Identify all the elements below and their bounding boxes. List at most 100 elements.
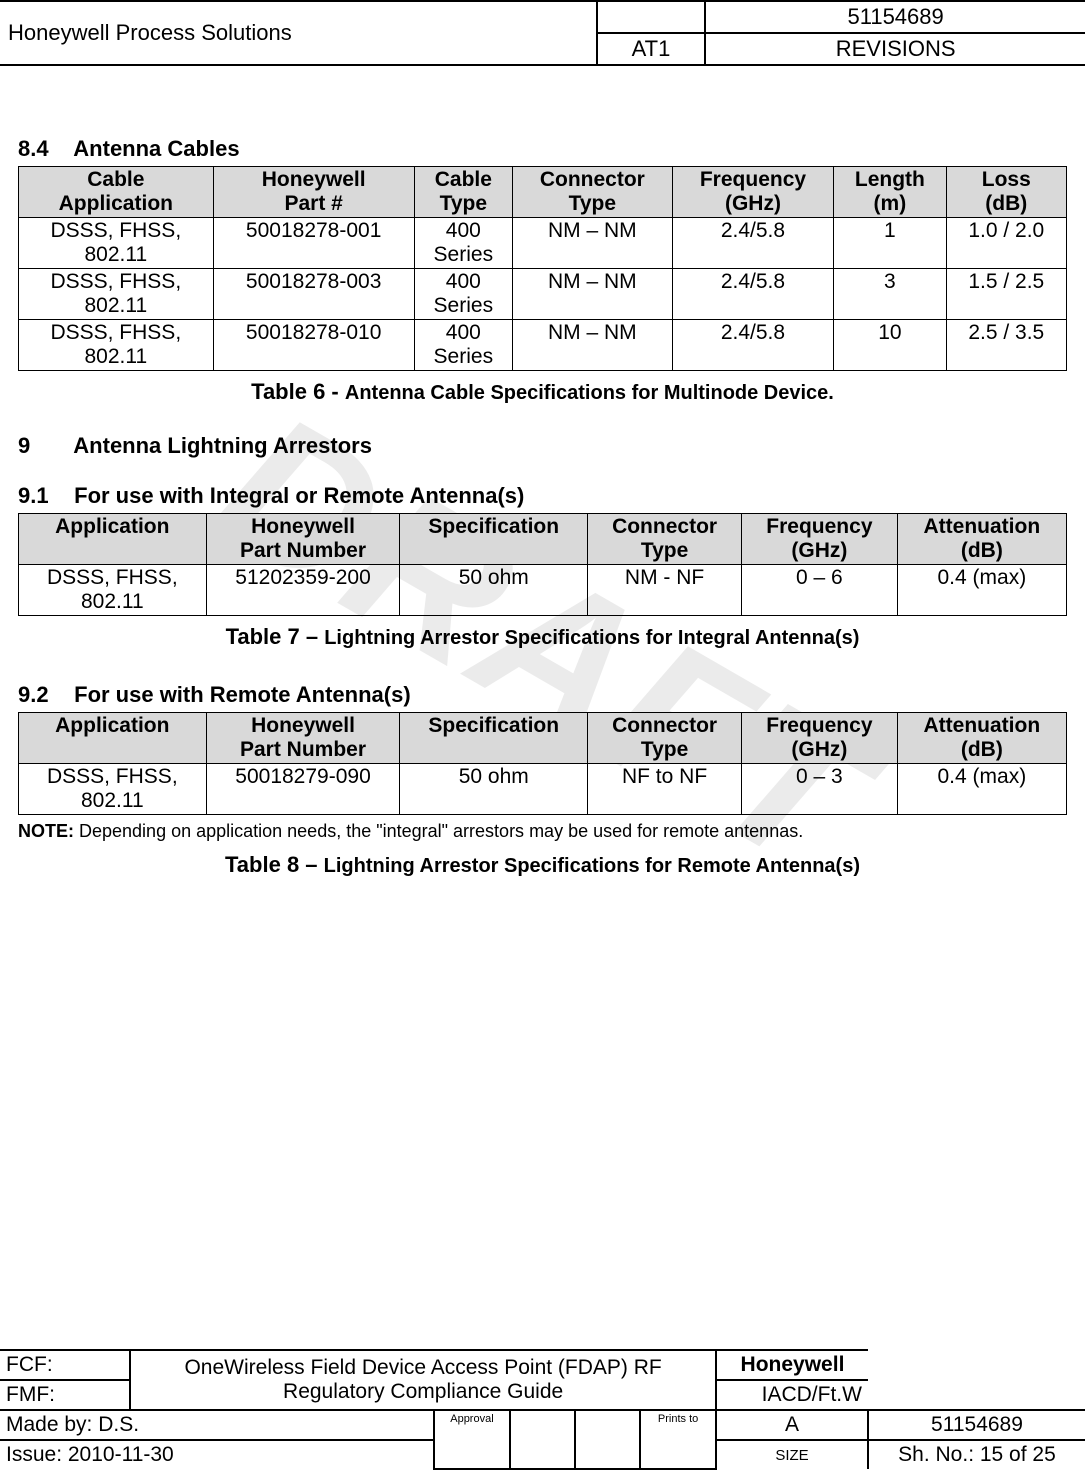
footer-title: OneWireless Field Device Access Point (F… xyxy=(130,1350,716,1410)
header-blank xyxy=(597,1,706,33)
cell: 51202359-200 xyxy=(206,565,400,616)
cell: 0 – 6 xyxy=(742,565,898,616)
footer-title-line1: OneWireless Field Device Access Point (F… xyxy=(184,1356,661,1379)
col-header: ConnectorType xyxy=(512,167,672,218)
header-table: Honeywell Process Solutions 51154689 AT1… xyxy=(0,0,1085,66)
col-header: Attenuation(dB) xyxy=(897,713,1066,764)
table-6-caption: Table 6 - Antenna Cable Specifications f… xyxy=(18,379,1067,405)
note-label: NOTE: xyxy=(18,821,74,841)
heading-num: 9.1 xyxy=(18,483,68,509)
cell: 1 xyxy=(834,218,946,269)
heading-num: 9.2 xyxy=(18,682,68,708)
cell: 50 ohm xyxy=(400,764,588,815)
footer-table: FCF: OneWireless Field Device Access Poi… xyxy=(0,1349,1085,1470)
cell: DSSS, FHSS,802.11 xyxy=(19,218,214,269)
cell: 2.4/5.8 xyxy=(672,320,833,371)
cell: DSSS, FHSS,802.11 xyxy=(19,320,214,371)
footer-size-a: A xyxy=(716,1410,868,1440)
footer-issue: Issue: 2010-11-30 xyxy=(0,1440,434,1469)
note-text: Depending on application needs, the "int… xyxy=(74,821,803,841)
table-row: DSSS, FHSS,802.11 50018278-010 400Series… xyxy=(19,320,1067,371)
cell: 3 xyxy=(834,269,946,320)
cell: 0 – 3 xyxy=(742,764,898,815)
col-header: HoneywellPart # xyxy=(213,167,414,218)
caption-text: Lightning Arrestor Specifications for Re… xyxy=(324,855,860,877)
cell: NM – NM xyxy=(512,269,672,320)
table-row: DSSS, FHSS,802.11 50018278-001 400Series… xyxy=(19,218,1067,269)
col-header: Specification xyxy=(400,514,588,565)
cell: 50018279-090 xyxy=(206,764,400,815)
heading-9-2: 9.2 For use with Remote Antenna(s) xyxy=(18,682,1067,708)
cell: DSSS, FHSS,802.11 xyxy=(19,269,214,320)
col-header: HoneywellPart Number xyxy=(206,713,400,764)
cell: 400Series xyxy=(414,218,512,269)
cell: 10 xyxy=(834,320,946,371)
heading-9-1: 9.1 For use with Integral or Remote Ante… xyxy=(18,483,1067,509)
footer-iacd: IACD/Ft.W xyxy=(716,1380,868,1410)
cell: 0.4 (max) xyxy=(897,565,1066,616)
footer: FCF: OneWireless Field Device Access Poi… xyxy=(0,1349,1085,1470)
content: 8.4 Antenna Cables CableApplication Hone… xyxy=(0,66,1085,878)
col-header: Frequency(GHz) xyxy=(672,167,833,218)
footer-approval: Approval xyxy=(434,1410,510,1469)
table-8-caption: Table 8 – Lightning Arrestor Specificati… xyxy=(18,852,1067,878)
col-header: Specification xyxy=(400,713,588,764)
col-header: ConnectorType xyxy=(588,514,742,565)
cell: 50 ohm xyxy=(400,565,588,616)
footer-printsto: Prints to xyxy=(640,1410,716,1469)
cell: 0.4 (max) xyxy=(897,764,1066,815)
heading-title: For use with Integral or Remote Antenna(… xyxy=(74,483,524,508)
col-header: Frequency(GHz) xyxy=(742,713,898,764)
col-header: Application xyxy=(19,713,207,764)
col-header: CableType xyxy=(414,167,512,218)
col-header: Application xyxy=(19,514,207,565)
cell: 400Series xyxy=(414,269,512,320)
caption-prefix: Table 8 – xyxy=(225,852,324,877)
header-at1: AT1 xyxy=(597,33,706,65)
col-header: Frequency(GHz) xyxy=(742,514,898,565)
caption-text: Lightning Arrestor Specifications for In… xyxy=(324,627,859,649)
col-header: CableApplication xyxy=(19,167,214,218)
cell: 2.4/5.8 xyxy=(672,218,833,269)
col-header: Loss(dB) xyxy=(946,167,1066,218)
cell: DSSS, FHSS,802.11 xyxy=(19,565,207,616)
heading-title: Antenna Cables xyxy=(73,136,239,161)
cell: 50018278-003 xyxy=(213,269,414,320)
heading-title: Antenna Lightning Arrestors xyxy=(73,433,372,458)
footer-madeby: Made by: D.S. xyxy=(0,1410,434,1440)
cell: NM – NM xyxy=(512,218,672,269)
footer-docnum: 51154689 xyxy=(868,1410,1085,1440)
cell: 1.0 / 2.0 xyxy=(946,218,1066,269)
caption-text: Antenna Cable Specifications for Multino… xyxy=(345,382,834,404)
cell: NM - NF xyxy=(588,565,742,616)
footer-size: SIZE xyxy=(716,1440,868,1469)
table-6: CableApplication HoneywellPart # CableTy… xyxy=(18,166,1067,371)
col-header: Length(m) xyxy=(834,167,946,218)
header-docnum: 51154689 xyxy=(705,1,1085,33)
heading-9: 9 Antenna Lightning Arrestors xyxy=(18,433,1067,459)
footer-title-line2: Regulatory Compliance Guide xyxy=(283,1380,563,1403)
col-header: ConnectorType xyxy=(588,713,742,764)
cell: 50018278-010 xyxy=(213,320,414,371)
cell: NM – NM xyxy=(512,320,672,371)
cell: NF to NF xyxy=(588,764,742,815)
cell: 50018278-001 xyxy=(213,218,414,269)
table-8: Application HoneywellPart Number Specifi… xyxy=(18,712,1067,815)
footer-fmf: FMF: xyxy=(0,1380,130,1410)
table-row: DSSS, FHSS,802.11 50018278-003 400Series… xyxy=(19,269,1067,320)
table-row: DSSS, FHSS,802.11 51202359-200 50 ohm NM… xyxy=(19,565,1067,616)
heading-num: 9 xyxy=(18,433,68,459)
col-header: HoneywellPart Number xyxy=(206,514,400,565)
table-row: DSSS, FHSS,802.11 50018279-090 50 ohm NF… xyxy=(19,764,1067,815)
heading-num: 8.4 xyxy=(18,136,68,162)
col-header: Attenuation(dB) xyxy=(897,514,1066,565)
table-7-caption: Table 7 – Lightning Arrestor Specificati… xyxy=(18,624,1067,650)
header-company: Honeywell Process Solutions xyxy=(0,1,597,65)
header-revisions: REVISIONS xyxy=(705,33,1085,65)
caption-prefix: Table 7 – xyxy=(226,624,325,649)
heading-8-4: 8.4 Antenna Cables xyxy=(18,136,1067,162)
caption-prefix: Table 6 - xyxy=(251,379,345,404)
cell: 1.5 / 2.5 xyxy=(946,269,1066,320)
cell: 400Series xyxy=(414,320,512,371)
note: NOTE: Depending on application needs, th… xyxy=(18,821,1067,842)
